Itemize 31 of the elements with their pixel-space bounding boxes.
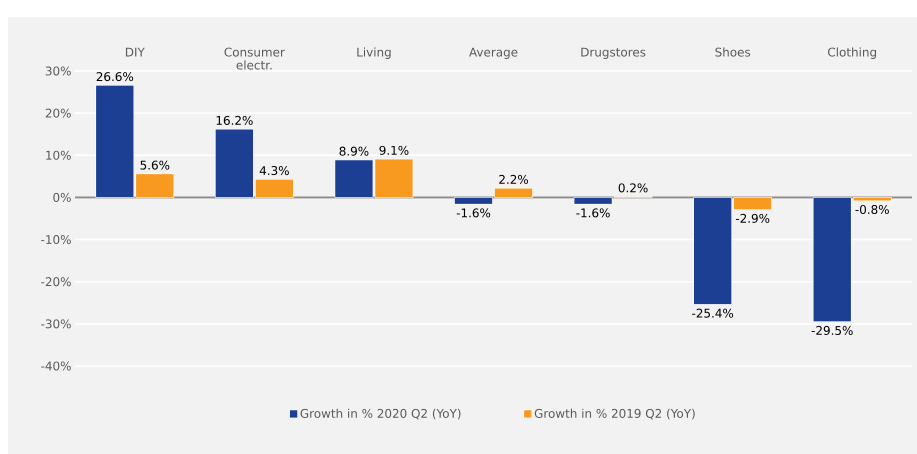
data-label: -1.6%	[576, 208, 610, 218]
y-tick-label: 20%	[46, 108, 71, 118]
y-tick-label: 0%	[53, 192, 71, 202]
data-label: -1.6%	[456, 208, 490, 218]
y-tick-label: 10%	[46, 150, 71, 160]
y-tick-label: -30%	[41, 319, 71, 328]
data-label: -0.8%	[855, 204, 889, 214]
x-tick-label: Living	[357, 47, 391, 59]
y-tick-label: 30%	[46, 66, 71, 76]
data-label: 4.3%	[260, 166, 289, 176]
x-tick-label: Average	[469, 48, 518, 59]
x-tick-label: DIY	[126, 48, 145, 56]
x-tick-label: Drugstores	[581, 48, 646, 59]
y-tick-label: -40%	[41, 361, 71, 371]
data-label: -2.9%	[736, 214, 770, 223]
data-label: 16.2%	[216, 116, 253, 125]
data-label: 9.1%	[380, 146, 408, 155]
data-label: -25.4%	[692, 308, 734, 318]
data-label: 5.6%	[140, 160, 170, 170]
data-label: 26.6%	[96, 72, 134, 82]
x-tick-label: Consumer electr.	[224, 48, 285, 70]
legend-label: Growth in % 2019 Q2 (YoY)	[534, 408, 695, 420]
data-label: 0.2%	[618, 183, 648, 192]
data-label: 2.2%	[499, 174, 528, 184]
x-tick-label: Shoes	[715, 47, 750, 57]
x-tick-label: Clothing	[828, 47, 876, 59]
y-tick-label: -20%	[41, 277, 71, 286]
legend-label: Growth in % 2020 Q2 (YoY)	[300, 408, 460, 420]
data-label: -29.5%	[812, 326, 853, 335]
y-tick-label: -10%	[41, 235, 71, 244]
data-label: 8.9%	[340, 146, 368, 156]
